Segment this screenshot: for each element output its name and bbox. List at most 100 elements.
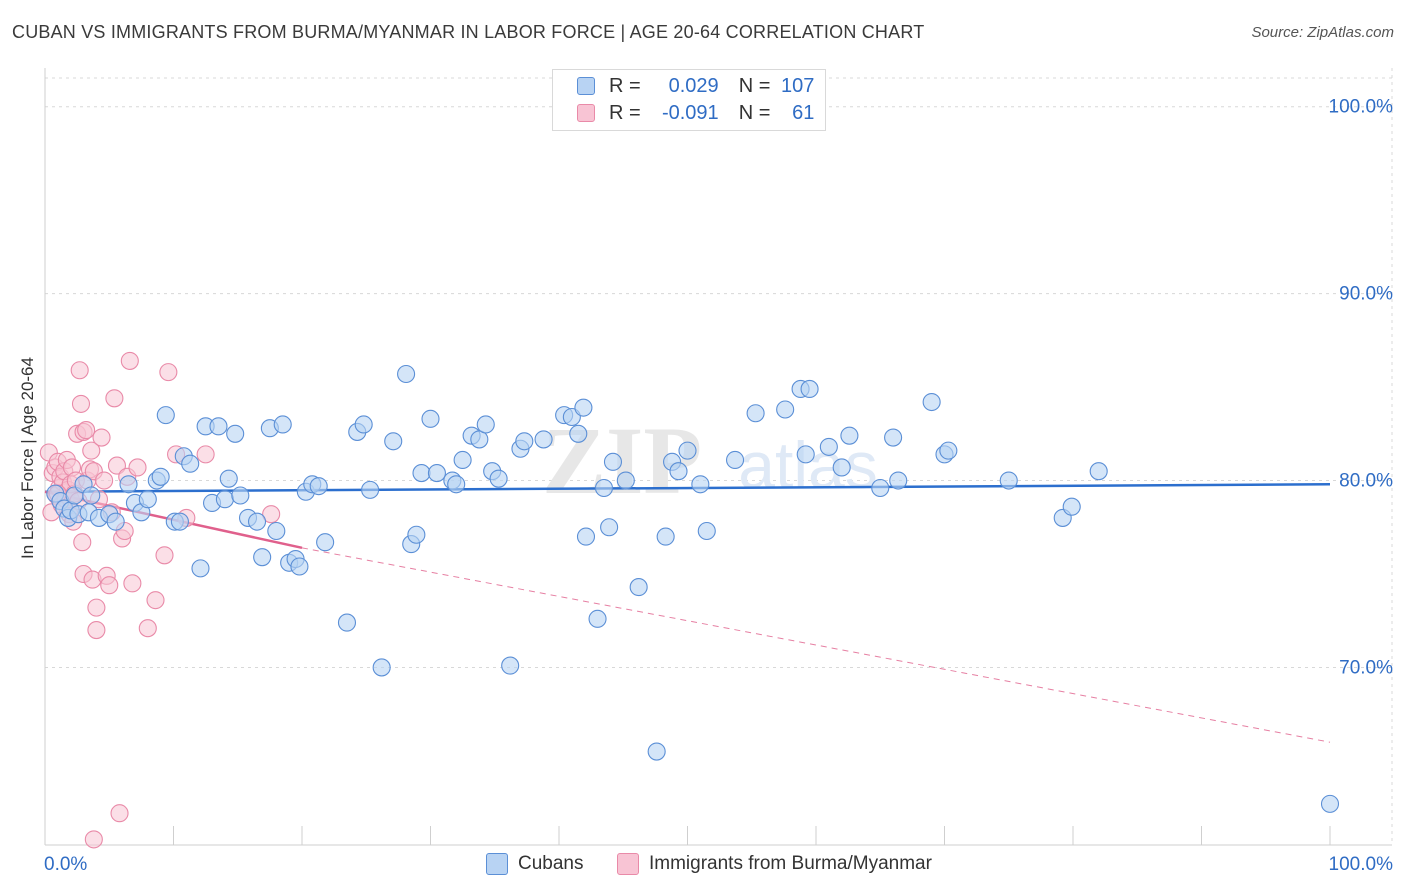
cubans-point [397,364,416,384]
chart-title: CUBAN VS IMMIGRANTS FROM BURMA/MYANMAR I… [12,22,925,42]
cubans-point [534,430,553,449]
cubans-point [574,398,593,417]
cubans-point [106,512,125,531]
cubans-point [151,467,170,486]
cubans-point [1089,462,1108,481]
n-label: N = [738,101,771,124]
burma-point [71,394,91,413]
cubans-point [840,426,859,445]
cubans-point [819,437,838,456]
cubans-point [489,469,508,488]
cubans-point [191,559,210,578]
legend-row-cubans: R = 0.029 N = 107 [577,73,814,99]
cubans-point [594,478,614,498]
burma-point [87,621,106,640]
cubans-point [156,406,175,425]
cubans-point [453,450,472,470]
n-value-cubans: 107 [781,74,815,97]
cubans-point [678,441,697,460]
burma-point [92,428,111,447]
burma-point [73,533,92,552]
correlation-legend: R = 0.029 N = 107 R = -0.091 N = 61 [552,69,826,131]
cubans-point [656,527,675,546]
burma-point [138,619,157,638]
cubans-point [407,525,426,544]
cubans-point [209,417,228,436]
y-tick-label: 90.0% [1339,284,1393,305]
cubans-point [776,400,795,419]
cubans-point [470,430,489,449]
cubans-point [697,521,716,541]
burma-point [155,546,174,565]
burma-point [100,576,119,595]
y-tick-label: 100.0% [1329,97,1394,118]
burma-swatch [577,104,595,122]
legend-label-burma: Immigrants from Burma/Myanmar [649,853,932,874]
burma-points [39,351,281,849]
cubans-point [629,578,648,597]
n-label: N = [738,74,771,97]
cubans-point [616,471,635,490]
cubans-points [46,364,1340,813]
burma-point [95,471,114,490]
cubans-point [253,548,272,567]
burma-point [262,505,281,524]
burma-point [120,351,139,370]
cubans-point [603,452,623,471]
cubans-point [412,464,431,483]
cubans-point [337,613,357,632]
burma-point [105,389,124,408]
trend-lines [44,483,1331,743]
cubans-point [999,471,1018,490]
cubans-point [354,415,373,434]
cubans-point [1062,497,1081,516]
legend-item-cubans[interactable]: Cubans [486,851,584,877]
r-label: R = [609,101,641,124]
burma-point [123,574,142,593]
cubans-point [939,441,958,460]
cubans-point [384,432,403,451]
cubans-point [170,512,189,531]
cubans-point [669,462,688,481]
cubans-point [267,521,286,541]
cubans-point [476,415,495,434]
r-value-cubans: 0.029 [668,74,719,97]
cubans-point [219,469,238,488]
cubans-point [290,557,309,576]
n-value-burma: 61 [792,101,815,124]
cubans-point [569,424,588,443]
legend-label-cubans: Cubans [518,853,584,874]
burma-point [159,363,178,382]
burma-point [77,421,96,440]
cubans-point [501,656,520,675]
cubans-point [421,409,440,428]
cubans-point [247,512,267,531]
cubans-point [832,458,851,477]
burma-point [128,458,147,477]
r-value-burma: -0.091 [661,101,719,124]
cubans-point [138,490,157,509]
burma-point [84,830,103,849]
cubans-point [309,477,328,496]
cubans-point [82,486,101,505]
cubans-point [372,658,391,677]
legend-item-burma[interactable]: Immigrants from Burma/Myanmar [617,851,932,877]
x-tick-label: 0.0% [44,854,87,875]
cubans-point [447,475,466,494]
cubans-swatch [486,853,508,875]
burma-point [70,361,89,380]
cubans-point [796,445,815,464]
watermark: ZIP atlas [542,407,878,514]
legend-row-burma: R = -0.091 N = 61 [577,100,814,126]
cubans-point [600,518,619,537]
burma-point [196,445,215,464]
cubans-point [889,471,908,490]
cubans-point [576,527,596,546]
gridlines [45,68,1393,845]
axes [44,68,1392,846]
y-tick-label: 80.0% [1339,471,1393,492]
cubans-point [884,428,903,447]
x-tick-label: 100.0% [1329,854,1394,875]
cubans-point [746,404,765,423]
cubans-point [800,379,819,399]
